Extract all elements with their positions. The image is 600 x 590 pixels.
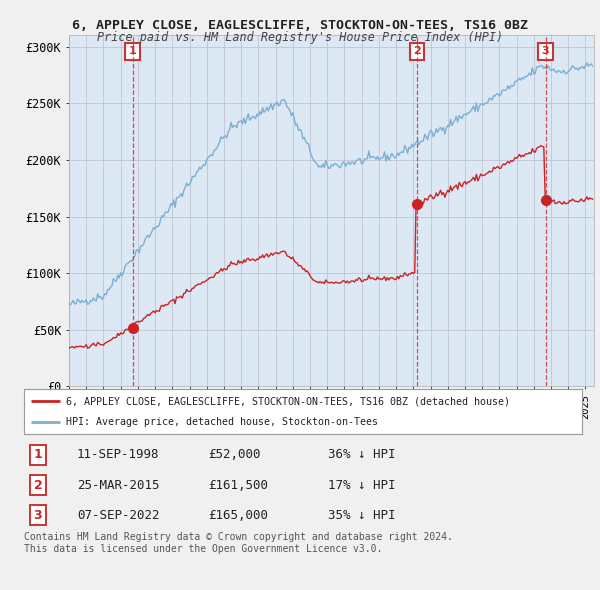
Text: 07-SEP-2022: 07-SEP-2022	[77, 509, 160, 522]
Text: £52,000: £52,000	[208, 448, 260, 461]
Text: £161,500: £161,500	[208, 478, 268, 491]
Text: 1: 1	[34, 448, 43, 461]
Text: 25-MAR-2015: 25-MAR-2015	[77, 478, 160, 491]
Text: 6, APPLEY CLOSE, EAGLESCLIFFE, STOCKTON-ON-TEES, TS16 0BZ (detached house): 6, APPLEY CLOSE, EAGLESCLIFFE, STOCKTON-…	[66, 396, 510, 407]
Text: 3: 3	[34, 509, 42, 522]
Text: 1: 1	[129, 46, 136, 56]
Text: HPI: Average price, detached house, Stockton-on-Tees: HPI: Average price, detached house, Stoc…	[66, 417, 378, 427]
Text: 3: 3	[542, 46, 550, 56]
Text: 6, APPLEY CLOSE, EAGLESCLIFFE, STOCKTON-ON-TEES, TS16 0BZ: 6, APPLEY CLOSE, EAGLESCLIFFE, STOCKTON-…	[72, 19, 528, 32]
Text: 11-SEP-1998: 11-SEP-1998	[77, 448, 160, 461]
Text: 17% ↓ HPI: 17% ↓ HPI	[328, 478, 395, 491]
Text: 36% ↓ HPI: 36% ↓ HPI	[328, 448, 395, 461]
Text: £165,000: £165,000	[208, 509, 268, 522]
Text: 35% ↓ HPI: 35% ↓ HPI	[328, 509, 395, 522]
Text: Price paid vs. HM Land Registry's House Price Index (HPI): Price paid vs. HM Land Registry's House …	[97, 31, 503, 44]
Text: 2: 2	[34, 478, 43, 491]
Text: 2: 2	[413, 46, 421, 56]
Text: Contains HM Land Registry data © Crown copyright and database right 2024.
This d: Contains HM Land Registry data © Crown c…	[24, 532, 453, 554]
